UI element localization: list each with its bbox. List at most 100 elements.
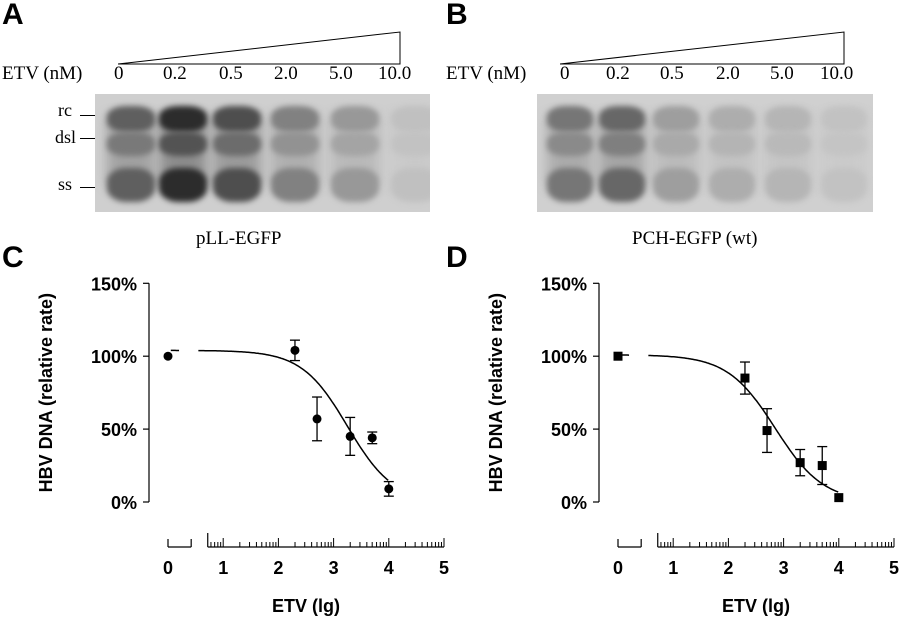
data-point [290,345,300,355]
gel-band [391,168,430,202]
gel-band [653,168,699,202]
gel-image-a [95,94,430,212]
curve-break-gap [629,351,649,360]
fitted-curve [170,349,389,481]
y-tick-label: 0% [111,493,137,513]
gel-band [653,106,699,132]
data-point [762,426,772,436]
band-label-ss: ss [58,174,73,194]
panel-letter-a: A [2,0,24,31]
y-tick-label: 100% [541,347,587,367]
y-tick-label: 150% [541,274,587,294]
dose-response-chart-d: 0% 50% 100% 150% HBV DNA (relative rate) 0 1 2 3… [486,274,899,616]
gel-band [331,106,379,132]
concentration-label: 10.0 [820,63,854,84]
concentration-label: 0.5 [660,63,684,84]
y-tick-label: 150% [91,274,137,294]
gel-band [213,132,261,156]
concentration-label: 0 [114,63,124,84]
fitted-curve [620,354,839,493]
gel-band [765,106,811,132]
concentration-label: 10.0 [378,63,412,84]
data-point [740,373,750,383]
data-point [345,431,355,441]
data-point [163,351,173,361]
gel-band [547,168,593,202]
band-tick-rc [80,115,96,116]
gel-band [547,132,593,156]
concentration-label: 0.5 [219,63,243,84]
gel-band [107,132,155,156]
gel-band [709,106,755,132]
y-tick-label: 50% [551,420,587,440]
band-label-rc: rc [58,100,72,120]
y-tick-label: 0% [561,493,587,513]
concentration-label: 2.0 [716,63,740,84]
y-tick-label: 50% [101,420,137,440]
x-tick-label: 1 [668,558,678,578]
gel-band [331,168,379,202]
x-tick-label: 2 [273,558,283,578]
dose-response-chart-c: 0% 50% 100% 150% HBV DNA (relative rate) 0 1 2 3… [36,274,449,616]
data-point [384,484,394,494]
gel-band [331,132,379,156]
gel-band [599,106,645,132]
gel-band [271,106,319,132]
gel-band [391,106,430,132]
gel-band [271,132,319,156]
panel-letter-c: C [2,241,24,274]
gel-band [213,168,261,202]
band-tick-dsl [80,138,96,139]
gel-band [159,168,207,202]
x-tick-label: 1 [218,558,228,578]
data-point [834,493,844,503]
gel-band [159,132,207,156]
x-tick-label: 3 [779,558,789,578]
gel-band [821,168,867,202]
data-point [312,414,322,424]
etv-nm-label-b: ETV (nM) [446,63,527,84]
gel-band [709,168,755,202]
concentration-wedge-b [560,31,845,65]
concentration-label: 0.2 [606,63,630,84]
x-tick-label: 4 [384,558,394,578]
gel-band [107,168,155,202]
gel-band [653,132,699,156]
concentration-label: 5.0 [329,63,353,84]
gel-band [765,132,811,156]
panel-letter-d: D [446,241,468,274]
x-axis-title: ETV (lg) [722,596,790,616]
gel-band [213,106,261,132]
x-tick-label: 2 [723,558,733,578]
x-tick-label: 0 [163,558,173,578]
gel-band [107,106,155,132]
band-label-dsl: dsl [55,127,77,147]
x-axis-title: ETV (lg) [272,596,340,616]
y-axis-title: HBV DNA (relative rate) [486,293,506,492]
panel-letter-b: B [446,0,468,31]
data-point [795,458,805,468]
gel-image-b [537,94,873,212]
etv-nm-label-a: ETV (nM) [2,63,83,84]
caption-a: pLL-EGFP [196,228,282,249]
concentration-label: 0 [560,63,570,84]
gel-band [765,168,811,202]
y-tick-label: 100% [91,347,137,367]
gel-band [599,168,645,202]
x-tick-label: 0 [613,558,623,578]
gel-band [709,132,755,156]
concentration-label: 5.0 [770,63,794,84]
gel-band [821,132,867,156]
caption-b: PCH-EGFP (wt) [632,228,758,249]
y-axis-title: HBV DNA (relative rate) [36,293,56,492]
data-point [613,351,623,361]
gel-band [599,132,645,156]
curve-break-gap [179,346,199,355]
data-point [817,461,827,471]
concentration-wedge-a [118,31,401,65]
gel-band [547,106,593,132]
x-tick-label: 5 [439,558,449,578]
gel-band [271,168,319,202]
x-tick-label: 3 [329,558,339,578]
gel-band [391,132,430,156]
